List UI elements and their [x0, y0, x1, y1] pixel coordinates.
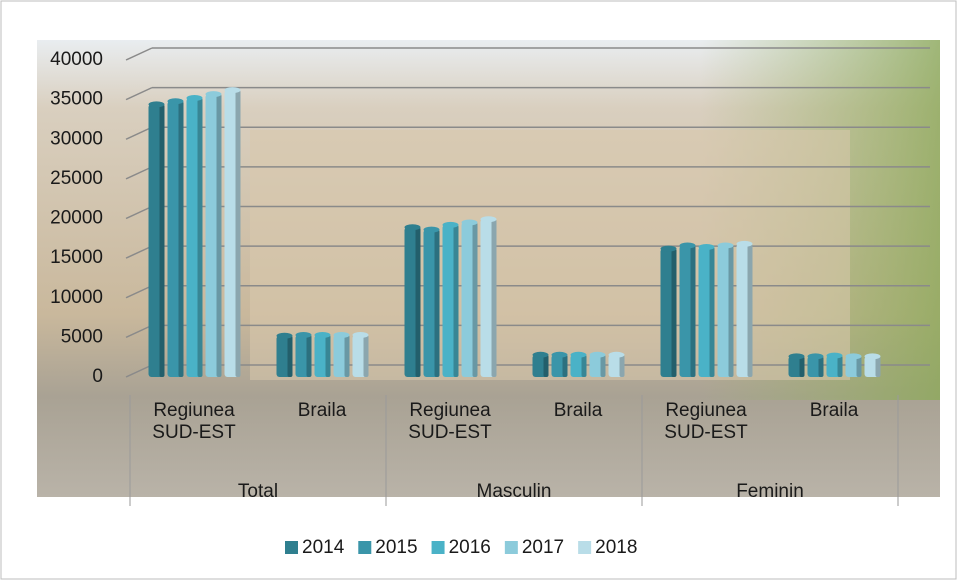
- bar-shade: [581, 354, 587, 377]
- bar-top: [736, 240, 753, 247]
- grid-line-depth: [125, 86, 153, 101]
- bar-top: [352, 331, 369, 338]
- grid-line-depth: [125, 126, 153, 140]
- legend-label: 2015: [375, 537, 417, 558]
- y-tick-label: 25000: [50, 168, 103, 189]
- grid-line-depth: [125, 245, 153, 259]
- legend-swatch: [431, 541, 445, 554]
- bar-shade: [491, 219, 497, 377]
- bar-top: [314, 331, 331, 338]
- bar-shade: [472, 222, 478, 377]
- bar-shade: [709, 247, 715, 377]
- bar-top: [826, 352, 843, 359]
- x-tick-label: Regiunea SUD-EST: [152, 400, 236, 443]
- bar-top: [845, 353, 862, 360]
- y-tick-label: 5000: [61, 326, 103, 347]
- bar-shade: [363, 334, 369, 377]
- bar-shade: [197, 98, 203, 377]
- bar-shade: [159, 104, 165, 377]
- bar-top: [864, 353, 881, 360]
- bar-shade: [818, 356, 824, 377]
- y-tick-label: 0: [92, 366, 103, 387]
- x-tick-label: Braila: [809, 400, 859, 421]
- bar-top: [660, 245, 677, 252]
- bar-shade: [434, 229, 440, 377]
- bar-shade: [837, 355, 843, 377]
- grid-line-depth: [125, 205, 153, 220]
- bar-shade: [287, 335, 293, 377]
- bar-shade: [671, 248, 677, 377]
- bar-top: [698, 244, 715, 251]
- bar-top: [186, 95, 203, 102]
- bar-shade: [235, 90, 241, 378]
- bar-shade: [728, 245, 734, 377]
- bar-shade: [600, 354, 606, 377]
- bar-top: [807, 353, 824, 360]
- bar-top: [589, 351, 606, 358]
- legend-label: 2018: [595, 537, 637, 558]
- y-tick-label: 15000: [50, 247, 103, 268]
- bar-top: [480, 216, 497, 223]
- bar-top: [224, 87, 241, 94]
- bar-top: [551, 351, 568, 358]
- bar-top: [788, 353, 805, 360]
- bar-top: [717, 242, 734, 249]
- grid-line-depth: [125, 324, 153, 339]
- legend-swatch: [358, 541, 372, 554]
- legend-swatch: [578, 541, 592, 554]
- grid-line-depth: [125, 285, 153, 299]
- y-tick-label: 10000: [50, 287, 103, 308]
- legend-label: 2017: [522, 537, 564, 558]
- legend-label: 2014: [302, 537, 345, 558]
- bar-shade: [344, 334, 350, 377]
- group-label: Feminin: [736, 481, 804, 502]
- bar-shade: [325, 334, 331, 377]
- bar-shade: [216, 94, 222, 377]
- legend-swatch: [504, 541, 518, 554]
- bar-top: [276, 332, 293, 339]
- group-label: Masculin: [477, 481, 552, 502]
- y-tick-label: 20000: [50, 208, 103, 229]
- bar-top: [461, 219, 478, 226]
- bar-shade: [306, 334, 312, 377]
- bar-top: [679, 242, 696, 249]
- group-label: Total: [238, 481, 278, 502]
- bar-shade: [747, 243, 753, 377]
- bar-shade: [562, 354, 568, 377]
- bar-top: [167, 98, 184, 105]
- bar-shade: [856, 356, 862, 377]
- bar-shade: [690, 245, 696, 377]
- bar-shade: [415, 227, 421, 377]
- bar-top: [608, 351, 625, 358]
- grid-line-depth: [125, 166, 153, 180]
- bar-shade: [453, 224, 459, 377]
- bar-shade: [178, 101, 184, 378]
- bar-shade: [799, 356, 805, 377]
- legend-swatch: [285, 541, 298, 554]
- bar-top: [442, 221, 459, 228]
- x-tick-label: Braila: [297, 400, 347, 421]
- bar-top: [333, 331, 350, 338]
- x-tick-label: Regiunea SUD-EST: [664, 400, 748, 443]
- y-tick-label: 30000: [50, 128, 103, 149]
- bar-shade: [875, 356, 881, 377]
- bar-shade: [543, 354, 549, 377]
- bar-top: [295, 331, 312, 338]
- x-tick-label: Regiunea SUD-EST: [408, 400, 492, 443]
- x-tick-label: Braila: [553, 400, 603, 421]
- bar-top: [205, 91, 222, 98]
- legend-label: 2016: [449, 537, 491, 558]
- grid-line-depth: [125, 364, 153, 378]
- bar-top: [532, 351, 549, 358]
- bar-shade: [619, 354, 625, 377]
- bar-top: [148, 101, 165, 108]
- grid-line-depth: [125, 47, 153, 61]
- bar-top: [404, 224, 421, 231]
- y-tick-label: 40000: [50, 49, 103, 70]
- bar-top: [423, 226, 440, 233]
- bar-top: [570, 351, 587, 358]
- y-tick-label: 35000: [50, 89, 103, 110]
